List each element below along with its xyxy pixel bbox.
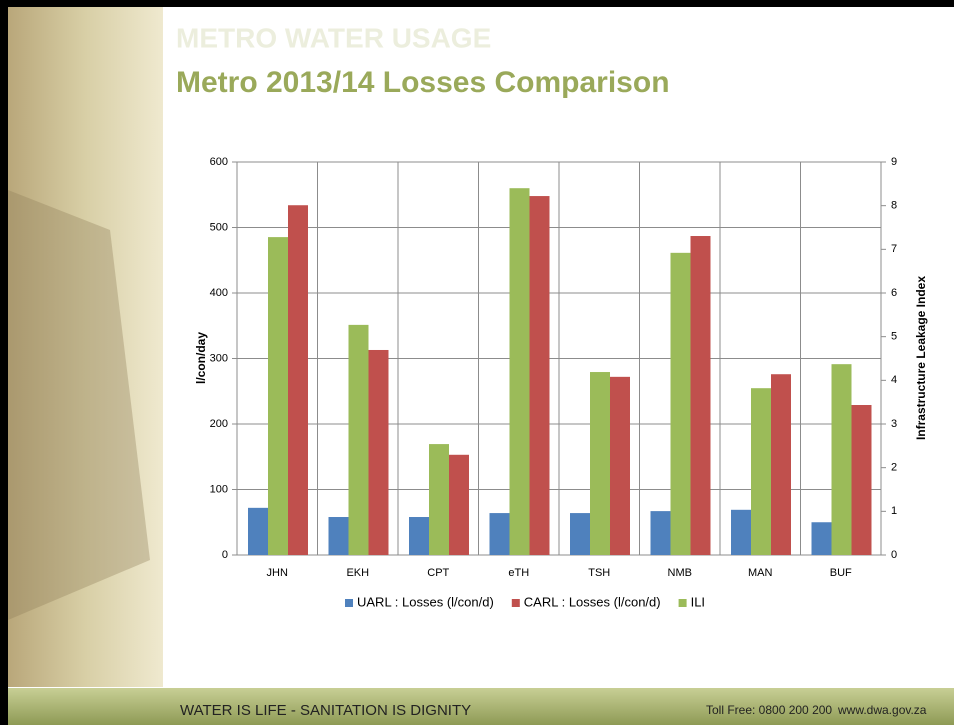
legend-swatch [345,599,353,607]
bar [509,188,530,555]
title: Metro 2013/14 Losses Comparison [176,66,670,99]
top-bar [0,0,954,7]
website: www.dwa.gov.za [837,703,927,717]
bar [751,388,771,555]
bar [368,349,389,555]
legend-swatch [511,599,520,607]
x-tick-label: EKH [346,567,369,579]
y2-tick-label: 2 [891,462,897,474]
bar [590,372,610,555]
left-edge [0,7,8,725]
footer-motto: WATER IS LIFE - SANITATION IS DIGNITY [180,702,471,719]
y2-tick-label: 7 [891,243,897,255]
y2-tick-label: 8 [891,200,897,212]
y2-tick-label: 5 [891,331,897,343]
legend-label: UARL : Losses (l/con/d) [357,594,494,609]
x-tick-label: NMB [668,567,692,579]
photo-shade [8,190,150,620]
y2-tick-label: 6 [891,287,897,299]
toll-free: Toll Free: 0800 200 200 [706,703,832,717]
legend-label: CARL : Losses (l/con/d) [524,594,661,609]
y2-axis-label: Infrastructure Leakage Index [914,276,928,440]
heading: METRO WATER USAGE [176,22,491,53]
bar [489,513,510,555]
y-tick-label: 200 [210,418,228,430]
x-tick-label: TSH [588,567,610,579]
x-tick-label: JHN [267,567,288,579]
bar [429,444,449,555]
x-tick-label: eTH [508,567,529,579]
y-axis-label: l/con/day [194,332,208,384]
bar [328,517,349,555]
x-tick-label: BUF [830,567,852,579]
bar [690,236,711,555]
bar [851,405,872,555]
bar [348,324,369,555]
bar [811,522,832,555]
bar [731,509,751,555]
bar [610,376,630,555]
legend-swatch [678,599,687,607]
bar [570,513,590,555]
y-tick-label: 0 [222,549,228,561]
y2-tick-label: 4 [891,374,897,386]
bar [288,205,308,556]
x-tick-label: MAN [748,567,773,579]
bar [670,252,691,555]
bar [650,511,671,555]
bar [248,507,268,555]
y2-tick-label: 1 [891,505,897,517]
bar [831,364,852,555]
legend-label: ILI [691,594,705,609]
bar [529,196,550,555]
y2-tick-label: 9 [891,156,897,168]
y-tick-label: 400 [210,287,228,299]
bar [409,517,429,555]
y-tick-label: 300 [210,352,228,364]
footer-bar [8,688,954,725]
bar [449,454,469,555]
bar [268,237,288,555]
y-tick-label: 500 [210,221,228,233]
bar [771,374,791,555]
y-tick-label: 100 [210,483,228,495]
photo-strip [8,7,163,687]
x-tick-label: CPT [427,567,449,579]
y2-tick-label: 0 [891,549,897,561]
y2-tick-label: 3 [891,418,897,430]
y-tick-label: 600 [210,156,228,168]
